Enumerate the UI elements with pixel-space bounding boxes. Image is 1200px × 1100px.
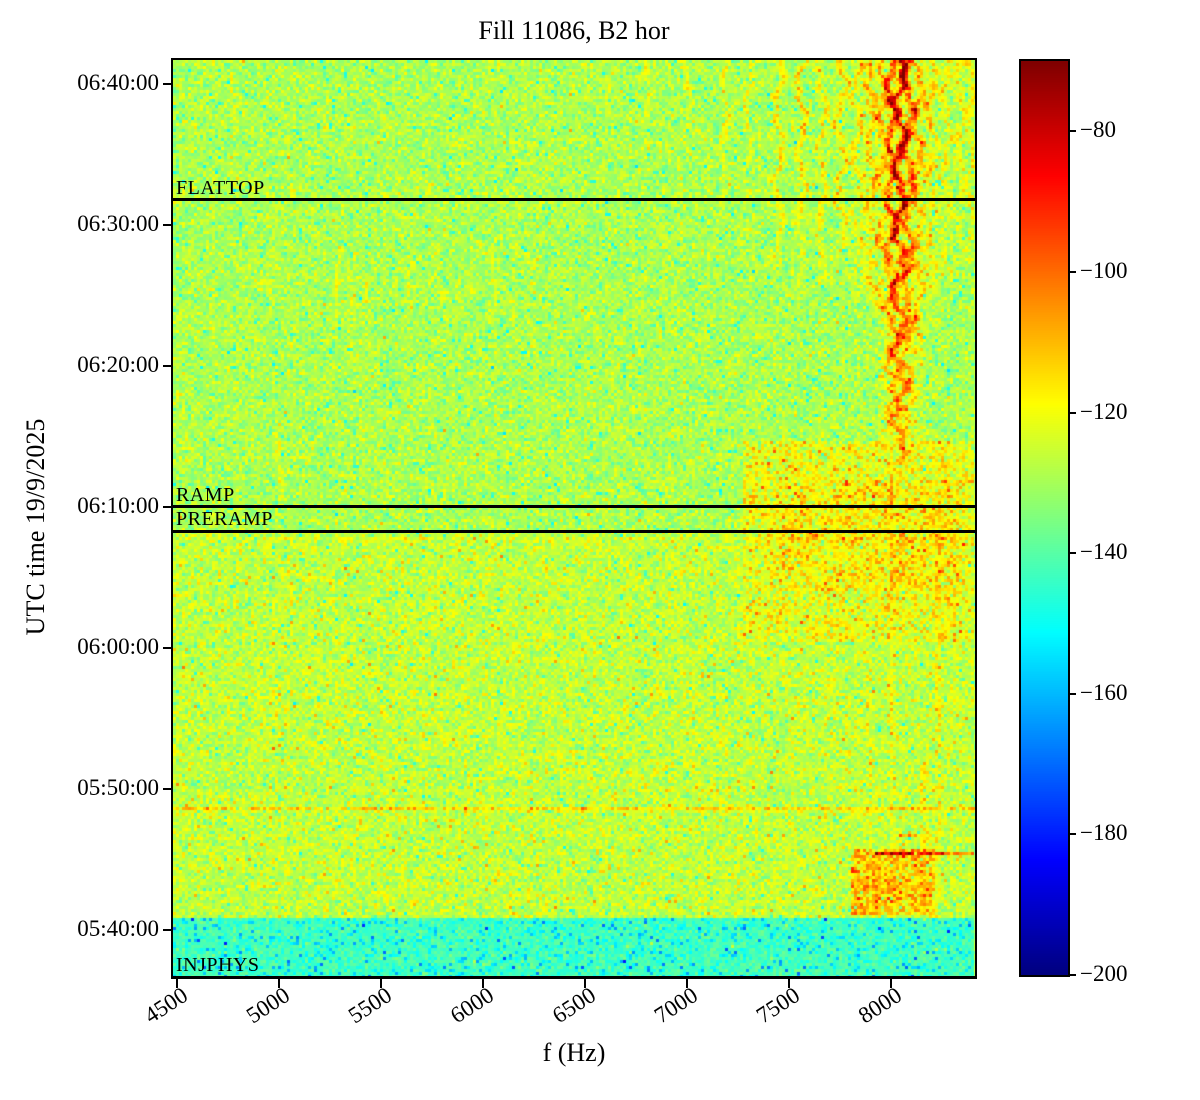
y-axis-tick (163, 364, 172, 367)
y-axis-tick-label: 06:10:00 (77, 492, 159, 518)
y-axis-tick (163, 505, 172, 508)
y-axis-tick-label: 06:00:00 (77, 633, 159, 659)
x-axis-tick (176, 979, 179, 988)
y-axis-tick-label: 06:30:00 (77, 210, 159, 236)
beam-mode-label-flattop: FLATTOP (176, 176, 265, 199)
colorbar-tick-label: −80 (1080, 117, 1116, 143)
y-axis-label: UTC time 19/9/2025 (21, 418, 50, 636)
x-axis-tick (584, 979, 587, 988)
colorbar-border (1019, 59, 1070, 977)
plot-border (171, 58, 977, 979)
colorbar-tick-label: −140 (1080, 539, 1128, 565)
colorbar-tick (1069, 974, 1076, 976)
colorbar-tick-label: −200 (1080, 961, 1128, 986)
colorbar-tick (1069, 833, 1076, 836)
colorbar-tick-label: −160 (1080, 679, 1128, 705)
x-axis-tick (278, 979, 281, 988)
y-axis-tick (163, 223, 172, 226)
colorbar-tick (1069, 130, 1076, 133)
y-axis-tick-label: 06:20:00 (77, 351, 159, 377)
x-axis-tick-label: 7000 (650, 982, 703, 1029)
y-axis-tick (163, 82, 172, 85)
y-axis-tick (163, 928, 172, 931)
colorbar-tick (1069, 270, 1076, 273)
beam-mode-label-preramp: PRERAMP (176, 508, 273, 531)
x-axis-tick (482, 979, 485, 988)
y-axis-tick-label: 05:40:00 (77, 915, 159, 941)
colorbar-tick-label: −120 (1080, 398, 1128, 424)
x-axis-tick-label: 7500 (752, 982, 805, 1029)
beam-mode-label-ramp: RAMP (176, 483, 235, 506)
y-axis-tick (163, 646, 172, 649)
colorbar-tick (1069, 411, 1076, 414)
spectrogram-canvas (173, 60, 975, 977)
x-axis-tick-label: 5000 (242, 982, 295, 1029)
beam-mode-line-injphys (173, 975, 975, 979)
x-axis-tick-label: 6000 (446, 982, 499, 1029)
beam-mode-line-ramp (173, 505, 975, 509)
y-axis-tick-label: 05:50:00 (77, 774, 159, 800)
y-axis-tick (163, 787, 172, 790)
colorbar-tick-label: −100 (1080, 257, 1128, 283)
plot-title: Fill 11086, B2 hor (478, 16, 670, 45)
colorbar-canvas (1021, 61, 1068, 975)
colorbar-tick (1069, 552, 1076, 555)
x-axis-label: f (Hz) (542, 1038, 606, 1067)
x-axis-tick (788, 979, 791, 988)
x-axis-tick-label: 8000 (854, 982, 907, 1029)
beam-mode-line-preramp (173, 529, 975, 533)
y-axis-tick-label: 06:40:00 (77, 69, 159, 95)
x-axis-tick (686, 979, 689, 988)
x-axis-tick-label: 5500 (344, 982, 397, 1029)
beam-mode-line-flattop (173, 198, 975, 202)
x-axis-tick (890, 979, 893, 988)
x-axis-tick-label: 6500 (548, 982, 601, 1029)
beam-mode-label-injphys: INJPHYS (176, 954, 260, 976)
x-axis-tick-label: 4500 (139, 982, 193, 1029)
colorbar-tick (1069, 692, 1076, 695)
x-axis-tick (380, 979, 383, 988)
colorbar-tick-label: −180 (1080, 820, 1128, 846)
